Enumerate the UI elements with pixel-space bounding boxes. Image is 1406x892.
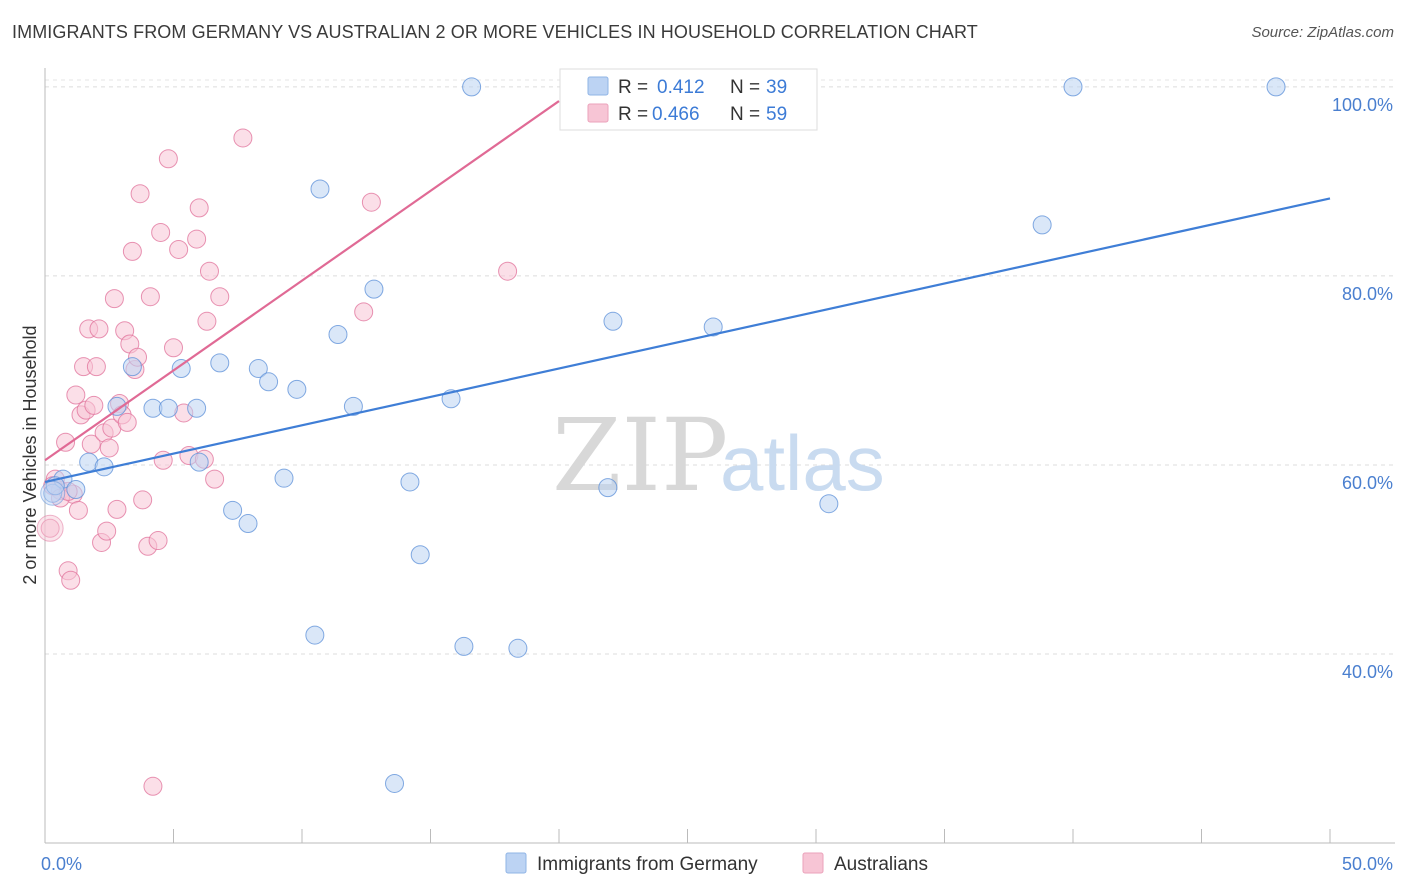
australians-point-42	[170, 240, 188, 258]
germany-point-32	[604, 312, 622, 330]
germany-point-21	[329, 326, 347, 344]
y-tick-label-0: 40.0%	[1342, 662, 1393, 682]
australians-point-46	[190, 199, 208, 217]
germany-point-13	[224, 501, 242, 519]
germany-point-29	[463, 78, 481, 96]
legend-n-value-2: 59	[766, 104, 787, 125]
watermark-atlas: atlas	[720, 419, 885, 507]
australians-point-7	[67, 386, 85, 404]
australians-point-41	[165, 339, 183, 357]
y-tick-label-2: 80.0%	[1342, 284, 1393, 304]
germany-point-30	[509, 639, 527, 657]
germany-point-2	[67, 481, 85, 499]
x-tick-label-1: 50.0%	[1342, 854, 1393, 874]
australians-point-29	[123, 242, 141, 260]
australians-trend-line	[45, 101, 559, 460]
bottom-legend-swatch-pink	[803, 853, 823, 873]
bottom-legend-label-germany: Immigrants from Germany	[537, 854, 758, 875]
y-tick-label-3: 100.0%	[1332, 95, 1393, 115]
australians-point-49	[200, 262, 218, 280]
scatter-chart: ZIP atlas 40.0% 60.0% 80.0% 100.0% 0.0% 50.0%…	[0, 0, 1406, 892]
australians-point-52	[234, 129, 252, 147]
australians-point-33	[134, 491, 152, 509]
y-axis-label: 2 or more Vehicles in Household	[20, 325, 40, 584]
australians-point-15	[87, 358, 105, 376]
australians-point-45	[188, 230, 206, 248]
x-tick-label-0: 0.0%	[41, 854, 82, 874]
australians-point-38	[152, 223, 170, 241]
legend-r-label-1: R =	[618, 77, 648, 98]
grid-lines	[45, 80, 1395, 654]
germany-point-17	[275, 469, 293, 487]
germany-point-8	[159, 399, 177, 417]
australians-point-19	[98, 522, 116, 540]
germany-point-36	[1064, 78, 1082, 96]
australians-point-5	[62, 571, 80, 589]
bottom-legend-label-australians: Australians	[834, 854, 928, 875]
australians-point-23	[108, 500, 126, 518]
australians-point-37	[149, 532, 167, 550]
germany-large-point	[41, 481, 65, 505]
australians-point-51	[211, 288, 229, 306]
australians-large-point	[37, 515, 63, 541]
y-tick-label-1: 60.0%	[1342, 473, 1393, 493]
germany-point-25	[401, 473, 419, 491]
australians-point-16	[90, 320, 108, 338]
germany-point-34	[820, 495, 838, 513]
germany-point-16	[260, 373, 278, 391]
germany-point-31	[599, 479, 617, 497]
australians-point-27	[118, 413, 136, 431]
legend-n-label-2: N =	[730, 104, 760, 125]
legend-r-value-2: 0.466	[652, 104, 700, 125]
germany-point-35	[1033, 216, 1051, 234]
australians-point-40	[159, 150, 177, 168]
germany-point-11	[190, 453, 208, 471]
legend-swatch-pink	[588, 104, 608, 122]
legend-r-label-2: R =	[618, 104, 648, 125]
germany-point-23	[365, 280, 383, 298]
australians-point-35	[141, 288, 159, 306]
germany-point-18	[288, 380, 306, 398]
legend-n-label-1: N =	[730, 77, 760, 98]
legend-n-value-1: 39	[766, 77, 787, 98]
germany-point-14	[239, 515, 257, 533]
germany-point-37	[1267, 78, 1285, 96]
australians-point-32	[131, 185, 149, 203]
germany-point-19	[306, 626, 324, 644]
legend-r-value-1: 0.412	[657, 77, 705, 98]
legend: R = 0.412 N = 39 R = 0.466 N = 59	[560, 69, 817, 130]
germany-point-12	[211, 354, 229, 372]
australians-point-20	[100, 439, 118, 457]
germany-point-24	[386, 774, 404, 792]
germany-point-26	[411, 546, 429, 564]
bottom-legend-swatch-blue	[506, 853, 526, 873]
australians-point-36	[144, 777, 162, 795]
bottom-legend: Immigrants from Germany Australians	[506, 853, 928, 875]
australians-point-48	[198, 312, 216, 330]
germany-point-28	[455, 637, 473, 655]
australians-point-14	[85, 396, 103, 414]
australians-point-50	[206, 470, 224, 488]
australians-point-22	[105, 290, 123, 308]
australians-point-54	[362, 193, 380, 211]
australians-point-53	[355, 303, 373, 321]
germany-point-20	[311, 180, 329, 198]
watermark-zip: ZIP	[552, 397, 728, 514]
australians-point-55	[499, 262, 517, 280]
germany-point-6	[123, 358, 141, 376]
legend-swatch-blue	[588, 77, 608, 95]
australians-point-8	[69, 501, 87, 519]
germany-point-10	[188, 399, 206, 417]
